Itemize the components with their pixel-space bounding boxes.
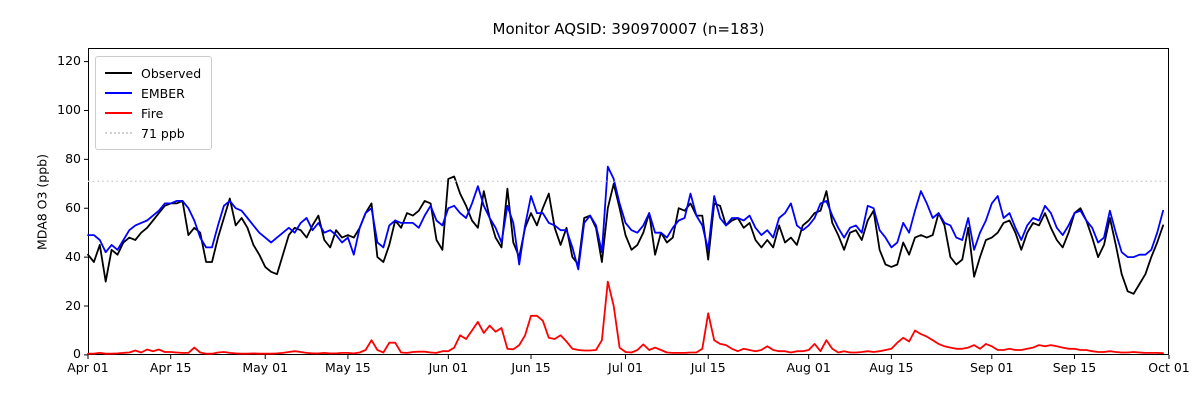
y-tick-label: 40 [65, 248, 81, 264]
x-tick-label: Jun 15 [511, 360, 551, 375]
x-tick-label: Apr 01 [67, 360, 109, 375]
ember-line-swatch [105, 92, 132, 94]
legend-item-threshold: 71 ppb [105, 123, 201, 143]
x-tick-label: Oct 01 [1148, 360, 1190, 375]
legend-item-ember: EMBER [105, 83, 201, 103]
fire-line-swatch [105, 112, 132, 114]
x-tick-label: Sep 15 [1052, 360, 1097, 375]
x-tick-label: Apr 15 [149, 360, 192, 375]
y-tick-label: 80 [65, 150, 81, 166]
observed-series-line [87, 175, 1164, 295]
x-tick-label: May 01 [242, 360, 289, 375]
legend-item-fire: Fire [105, 103, 201, 123]
legend-label-threshold: 71 ppb [141, 125, 185, 141]
x-tick-label: Aug 01 [786, 360, 831, 375]
ember-series-line [87, 165, 1164, 271]
x-tick-label: Jul 15 [690, 360, 726, 375]
x-tick-label: Sep 01 [970, 360, 1014, 375]
y-tick-label: 20 [65, 297, 81, 313]
y-tick-label: 60 [65, 199, 81, 215]
threshold-line-swatch [105, 132, 132, 134]
x-tick-label: May 15 [325, 360, 371, 375]
x-tick-label: Jun 01 [428, 360, 469, 375]
y-tick-label: 100 [57, 101, 81, 117]
x-tick-label: Jul 01 [608, 360, 644, 375]
legend-label-ember: EMBER [141, 85, 185, 101]
x-tick-label: Aug 15 [869, 360, 914, 375]
legend-label-fire: Fire [141, 105, 164, 121]
legend-label-observed: Observed [141, 65, 202, 81]
axes-spines [88, 48, 1169, 355]
observed-line-swatch [105, 72, 132, 74]
y-tick-label: 120 [57, 53, 81, 69]
chart-title: Monitor AQSID: 390970007 (n=183) [492, 20, 765, 38]
legend-item-observed: Observed [105, 63, 201, 83]
y-tick-label: 0 [73, 346, 81, 362]
legend-box: Observed EMBER Fire 71 ppb [95, 56, 213, 150]
fire-series-line [87, 280, 1164, 355]
